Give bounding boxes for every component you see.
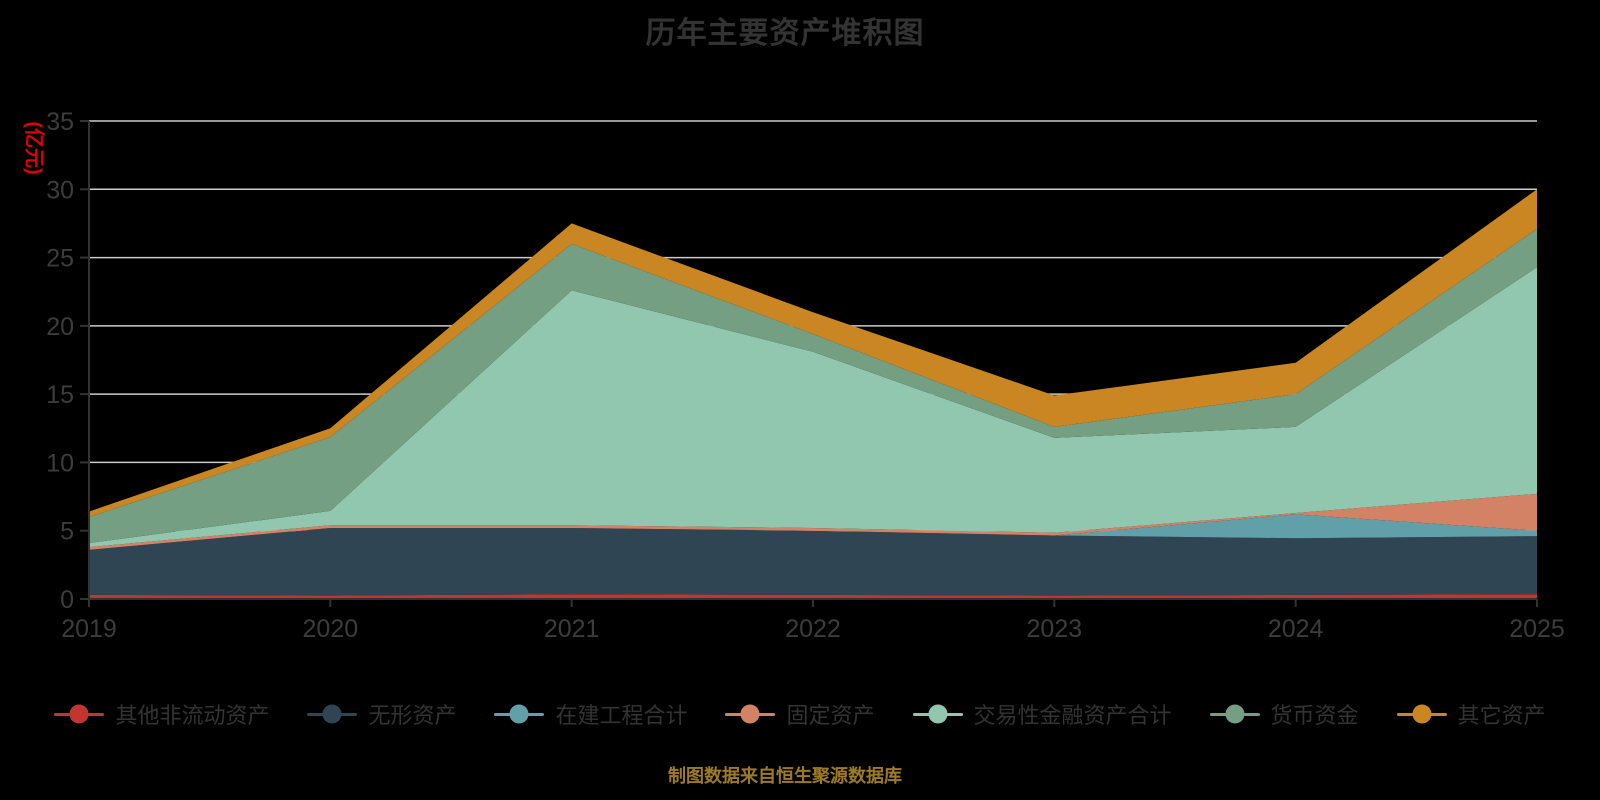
x-tick-label-2021: 2021 xyxy=(544,615,600,643)
x-tick-label-2023: 2023 xyxy=(1027,615,1083,643)
legend-marker-icon xyxy=(1396,704,1447,724)
x-tick-label-2025: 2025 xyxy=(1509,615,1565,643)
legend-dot-icon xyxy=(1412,704,1432,724)
legend-dot-icon xyxy=(322,704,342,724)
legend-marker-icon xyxy=(725,704,776,724)
legend-label: 货币资金 xyxy=(1270,703,1359,728)
legend-dot-icon xyxy=(740,704,760,724)
x-tick-label-2019: 2019 xyxy=(61,615,117,643)
legend-dot-icon xyxy=(1225,704,1245,724)
legend-item-qita-zichan[interactable]: 其它资产 xyxy=(1396,698,1546,730)
legend-marker-icon xyxy=(912,704,963,724)
data-source-caption: 制图数据来自恒生聚源数据库 xyxy=(668,766,902,786)
legend-label: 无形资产 xyxy=(368,703,457,728)
area-wuxing-zichan[interactable] xyxy=(89,527,1537,596)
legend-label: 固定资产 xyxy=(786,703,875,728)
legend-marker-icon xyxy=(1209,704,1260,724)
y-tick-label-35: 35 xyxy=(46,108,74,136)
y-tick-label-15: 15 xyxy=(46,381,74,409)
legend-label: 其他非流动资产 xyxy=(115,703,270,728)
x-tick-label-2020: 2020 xyxy=(303,615,359,643)
legend-item-wuxing-zichan[interactable]: 无形资产 xyxy=(307,698,456,730)
legend-item-jiaoyixing-jinrong-zichan-heji[interactable]: 交易性金融资产合计 xyxy=(912,698,1172,730)
legend-dot-icon xyxy=(69,704,89,724)
legend-item-zaijian-gongcheng-heji[interactable]: 在建工程合计 xyxy=(494,698,687,730)
x-tick-label-2024: 2024 xyxy=(1268,615,1324,643)
area-huobi-zijin[interactable] xyxy=(89,228,1537,544)
y-tick-label-5: 5 xyxy=(60,518,74,546)
y-tick-label-25: 25 xyxy=(46,245,74,273)
legend: 其他非流动资产 无形资产 在建工程合计 固定资产 交易性金融资产合计 货币资金 其它资产 xyxy=(0,698,1600,730)
y-tick-label-20: 20 xyxy=(46,313,74,341)
area-jiaoyixing-jinrong-zichan-heji[interactable] xyxy=(89,267,1537,548)
legend-label: 在建工程合计 xyxy=(555,703,688,728)
legend-item-guding-zichan[interactable]: 固定资产 xyxy=(725,698,875,730)
legend-label: 交易性金融资产合计 xyxy=(973,703,1172,728)
area-zaijian-gongcheng-heji[interactable] xyxy=(89,514,1537,550)
legend-item-huobi-zijin[interactable]: 货币资金 xyxy=(1209,698,1359,730)
legend-dot-icon xyxy=(509,704,529,724)
y-tick-label-0: 0 xyxy=(60,586,74,614)
y-tick-label-10: 10 xyxy=(46,449,74,477)
legend-marker-icon xyxy=(494,704,545,724)
area-qita-feiliudong-zichan[interactable] xyxy=(89,594,1537,599)
y-tick-label-30: 30 xyxy=(46,176,74,204)
legend-marker-icon xyxy=(54,704,105,724)
legend-label: 其它资产 xyxy=(1457,703,1546,728)
legend-marker-icon xyxy=(307,704,358,724)
legend-item-qita-feiliudong-zichan[interactable]: 其他非流动资产 xyxy=(54,698,269,730)
chart-title: 历年主要资产堆积图 xyxy=(645,17,925,50)
legend-dot-icon xyxy=(928,704,947,724)
x-tick-label-2022: 2022 xyxy=(785,615,841,643)
